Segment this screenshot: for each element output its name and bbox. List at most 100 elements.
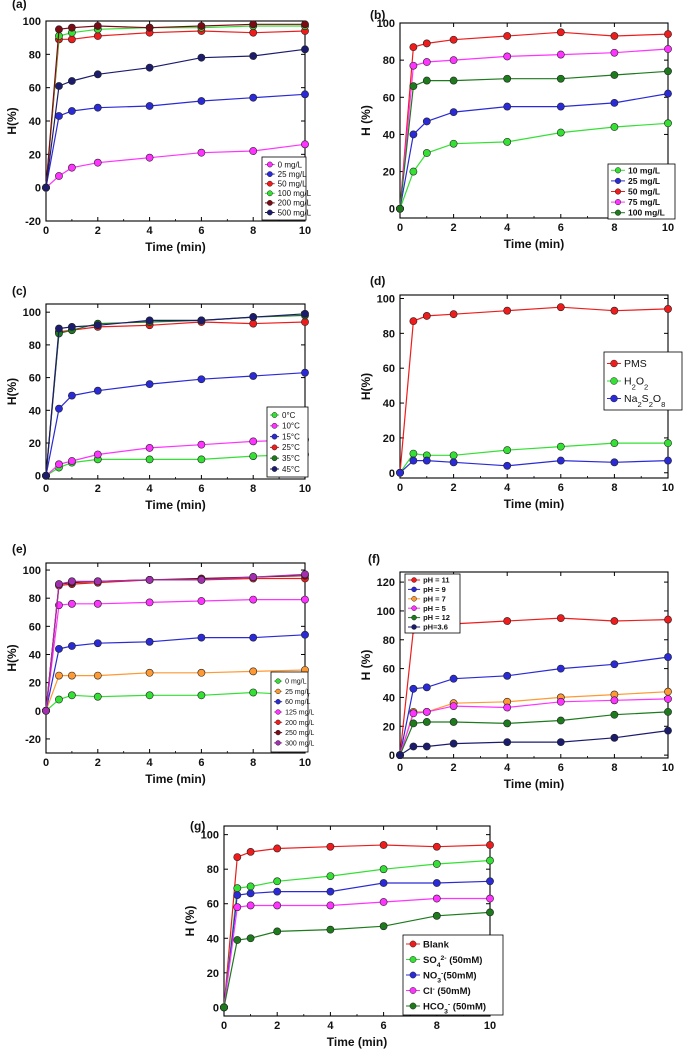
- legend-label: pH=3.6: [423, 623, 448, 632]
- data-point: [556, 74, 565, 83]
- legend-marker: [409, 987, 417, 994]
- data-point: [503, 74, 512, 83]
- legend-label: 25°C: [282, 443, 300, 452]
- x-tick-label: 0: [43, 225, 49, 237]
- y-tick-label: 120: [377, 577, 395, 589]
- x-axis-label: Time (min): [145, 498, 205, 512]
- data-point: [93, 692, 102, 701]
- data-point: [664, 687, 672, 696]
- y-tick-label: 60: [29, 621, 41, 633]
- data-point: [409, 82, 418, 91]
- data-point: [610, 306, 619, 315]
- data-point: [145, 153, 154, 162]
- data-point: [273, 877, 282, 886]
- data-point: [197, 375, 206, 384]
- series-0-mg-l: [42, 688, 309, 715]
- data-point: [249, 28, 258, 37]
- data-point: [68, 642, 76, 650]
- data-point: [55, 695, 63, 704]
- legend-label: SO42- (50mM): [423, 954, 482, 968]
- series-60-mg-l: [42, 630, 309, 715]
- x-tick-label: 10: [299, 757, 311, 769]
- data-point: [610, 98, 619, 107]
- legend-marker: [271, 444, 278, 451]
- x-tick-label: 2: [451, 762, 457, 774]
- data-point: [249, 93, 258, 102]
- legend-marker: [275, 719, 281, 725]
- series-line: [399, 711, 669, 756]
- y-axis-label: H (%): [359, 650, 373, 681]
- legend-label: HCO3- (50mM): [423, 1001, 486, 1015]
- legend-marker: [266, 161, 273, 168]
- data-point: [273, 901, 282, 910]
- legend-label: pH = 7: [423, 594, 446, 603]
- x-tick-label: 0: [43, 757, 49, 769]
- data-point: [379, 879, 388, 887]
- series-line: [399, 730, 669, 756]
- data-point: [246, 882, 255, 891]
- data-point: [249, 147, 258, 155]
- series-line: [45, 321, 306, 476]
- x-axis-label: Time (min): [145, 240, 205, 254]
- data-point: [197, 691, 206, 700]
- data-point: [422, 312, 431, 320]
- data-point: [610, 439, 619, 448]
- series-line: [45, 669, 306, 712]
- series-so42-50mm-: [220, 856, 494, 1012]
- data-point: [55, 112, 63, 120]
- legend-marker: [409, 1002, 417, 1010]
- legend-marker: [266, 200, 273, 206]
- data-point: [326, 901, 335, 910]
- x-tick-label: 0: [397, 482, 403, 494]
- legend-label: 200 mg/L: [278, 199, 312, 208]
- data-point: [249, 667, 258, 676]
- data-point: [449, 458, 458, 467]
- data-point: [379, 898, 388, 906]
- legend-label: 75 mg/L: [628, 197, 660, 207]
- legend-label: 0°C: [282, 411, 296, 420]
- data-point: [664, 615, 672, 624]
- data-point: [55, 25, 63, 34]
- data-point: [55, 671, 63, 680]
- x-tick-label: 8: [611, 762, 617, 774]
- data-point: [664, 707, 672, 716]
- legend-label: pH = 9: [423, 585, 446, 594]
- x-tick-label: 8: [611, 222, 617, 234]
- data-point: [503, 617, 512, 625]
- y-tick-label: 20: [207, 968, 219, 980]
- data-point: [556, 738, 565, 747]
- legend-marker: [275, 678, 281, 684]
- y-tick-label: 40: [383, 129, 395, 141]
- data-point: [233, 884, 242, 893]
- panel-label: (c): [12, 284, 27, 298]
- legend-label: 125 mg/L: [285, 709, 314, 716]
- data-point: [246, 889, 255, 898]
- legend-box: [261, 156, 307, 221]
- series-ph-9: [396, 653, 672, 760]
- data-point: [449, 310, 458, 319]
- series-75-mg-l: [396, 45, 672, 213]
- data-point: [68, 691, 76, 700]
- y-tick-label: 20: [29, 438, 41, 450]
- legend-label: pH = 11: [423, 576, 449, 585]
- data-point: [93, 103, 102, 112]
- series-line: [45, 573, 306, 711]
- y-tick-label: 20: [383, 167, 395, 179]
- legend-label: PMS: [624, 358, 647, 370]
- data-point: [301, 90, 309, 99]
- data-point: [449, 139, 458, 148]
- data-point: [249, 595, 258, 604]
- series-ph-7: [396, 687, 672, 760]
- data-point: [422, 742, 431, 751]
- data-point: [197, 97, 206, 105]
- legend-marker: [266, 209, 273, 216]
- data-point: [55, 404, 63, 413]
- legend-marker: [271, 422, 278, 429]
- series-ph-12: [396, 707, 672, 760]
- data-point: [409, 317, 418, 326]
- x-tick-label: 8: [250, 483, 256, 495]
- y-tick-label: 60: [29, 373, 41, 385]
- legend-label: 25 mg/L: [285, 689, 310, 696]
- legend-marker: [411, 586, 417, 593]
- data-point: [145, 63, 154, 72]
